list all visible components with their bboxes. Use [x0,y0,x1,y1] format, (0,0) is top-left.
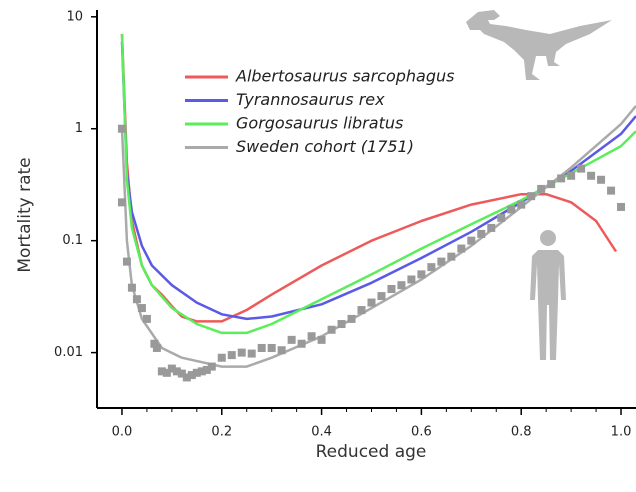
marker [177,369,186,378]
marker [132,295,141,304]
marker [237,348,246,357]
marker [497,213,506,222]
marker [557,174,566,183]
x-tick-label: 1.0 [611,425,632,440]
marker [307,332,316,341]
marker [317,335,326,344]
x-tick-label: 0.4 [311,425,332,440]
marker [117,198,126,207]
marker [527,192,536,201]
marker [567,171,576,180]
marker [157,367,166,376]
marker [162,368,171,377]
marker [150,339,159,348]
marker [437,257,446,266]
marker [507,205,516,214]
human-icon [530,230,566,360]
marker [517,200,526,209]
marker [207,362,216,371]
marker [547,180,556,189]
marker [217,353,226,362]
marker [192,368,201,377]
marker [137,304,146,313]
marker [277,346,286,355]
marker [447,252,456,261]
marker [257,343,266,352]
y-tick-label: 0.01 [54,345,83,360]
marker [337,320,346,329]
legend-label: Sweden cohort (1751) [236,137,414,156]
marker [587,171,596,180]
marker [122,257,131,266]
legend-label: Tyrannosaurus rex [236,90,385,109]
marker [152,343,161,352]
plot-area [117,34,636,382]
marker [357,306,366,315]
marker [347,314,356,323]
y-tick-label: 10 [66,9,83,24]
x-tick-label: 0.0 [112,425,133,440]
legend-label: Gorgosaurus libratus [236,114,403,133]
marker [117,124,126,133]
marker [407,275,416,284]
marker [597,175,606,184]
marker [227,351,236,360]
x-tick-label: 0.2 [211,425,232,440]
marker [477,229,486,238]
x-axis-label: Reduced age [316,442,427,462]
marker [267,343,276,352]
marker [397,281,406,290]
marker [367,298,376,307]
marker [287,335,296,344]
marker [607,186,616,195]
legend-label: Albertosaurus sarcophagus [235,67,455,86]
marker [202,365,211,374]
marker [487,223,496,232]
marker [377,292,386,301]
dinosaur-icon [466,10,612,80]
y-tick-label: 1 [75,121,83,136]
y-tick-label: 0.1 [62,233,83,248]
marker [297,339,306,348]
marker [142,314,151,323]
marker [247,349,256,358]
marker [417,270,426,279]
marker [537,184,546,193]
marker [467,236,476,245]
marker [197,367,206,376]
marker [172,367,181,376]
marker [167,364,176,373]
marker [617,202,626,211]
marker [457,244,466,253]
marker [387,285,396,294]
x-tick-label: 0.8 [511,425,532,440]
marker [577,164,586,173]
marker [427,263,436,272]
marker [182,373,191,382]
marker [187,371,196,380]
marker [327,325,336,334]
y-axis-label: Mortality rate [15,157,35,272]
marker [127,283,136,292]
x-tick-label: 0.6 [411,425,432,440]
